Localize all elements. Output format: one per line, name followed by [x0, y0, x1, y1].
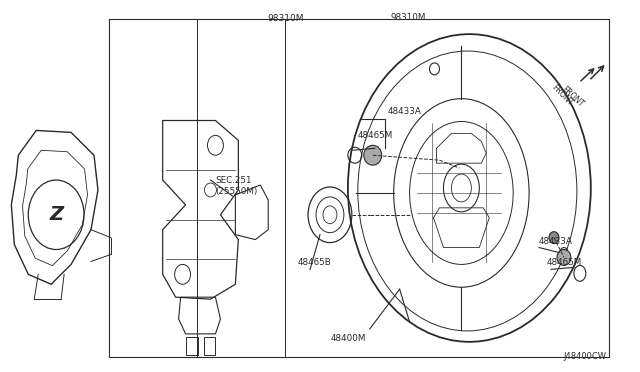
- Text: SEC.251: SEC.251: [216, 176, 252, 185]
- Text: 48433A: 48433A: [388, 106, 422, 116]
- Text: (25550M): (25550M): [216, 187, 258, 196]
- Bar: [204, 337, 216, 355]
- Ellipse shape: [364, 145, 381, 165]
- Text: 48400M: 48400M: [330, 334, 365, 343]
- Text: J48400CW: J48400CW: [564, 352, 607, 361]
- Bar: [109, 19, 609, 357]
- Text: 48433A: 48433A: [539, 237, 573, 246]
- Text: 98310M: 98310M: [267, 14, 303, 23]
- Text: 48465B: 48465B: [298, 259, 332, 267]
- Text: 48465M: 48465M: [358, 131, 393, 140]
- Text: 48465M: 48465M: [547, 259, 582, 267]
- Text: FRONT: FRONT: [559, 85, 585, 109]
- Text: FRONT: FRONT: [550, 83, 575, 108]
- Ellipse shape: [549, 232, 559, 244]
- Ellipse shape: [557, 250, 571, 265]
- Text: 98310M: 98310M: [391, 13, 426, 22]
- Text: Z: Z: [49, 205, 63, 224]
- Bar: [186, 337, 198, 355]
